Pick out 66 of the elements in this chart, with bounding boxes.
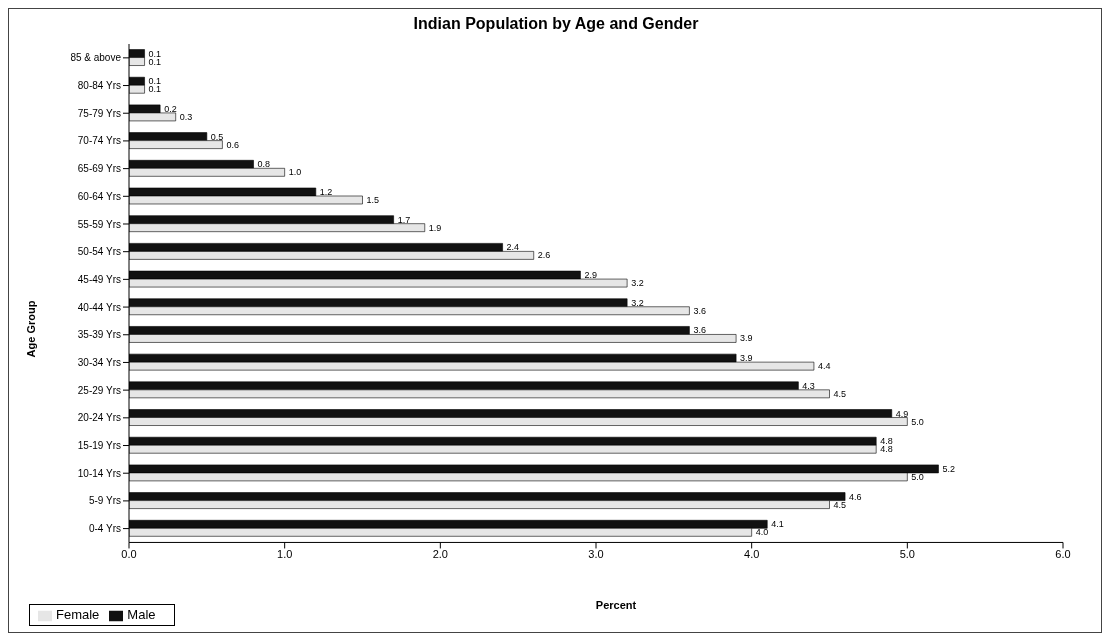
data-label: 1.0 — [288, 167, 302, 178]
data-label: 0.1 — [148, 56, 162, 67]
data-label: 4.4 — [817, 361, 831, 372]
x-tick-label: 4.0 — [744, 548, 760, 561]
y-tick-label: 0-4 Yrs — [88, 523, 121, 535]
data-label: 4.8 — [880, 436, 893, 447]
data-label: 0.6 — [226, 139, 239, 150]
y-tick-label: 50-54 Yrs — [77, 246, 121, 258]
data-label: 2.6 — [537, 250, 551, 261]
y-tick-label: 40-44 Yrs — [77, 301, 121, 313]
y-tick-label: 5-9 Yrs — [88, 495, 121, 507]
data-label: 1.9 — [428, 222, 442, 233]
data-label: 3.2 — [631, 278, 644, 289]
data-label: 2.9 — [584, 270, 597, 281]
data-label: 1.2 — [319, 186, 333, 197]
data-label: 0.2 — [164, 103, 177, 114]
data-label: 0.1 — [148, 48, 162, 59]
x-tick-label: 6.0 — [1055, 548, 1071, 561]
data-label: 0.5 — [210, 131, 224, 142]
y-tick-label: 10-14 Yrs — [77, 467, 121, 479]
legend-label: Female — [56, 607, 100, 623]
data-label: 3.6 — [693, 325, 706, 336]
y-tick-label: 15-19 Yrs — [77, 440, 121, 452]
data-label: 3.9 — [740, 353, 753, 364]
y-tick-label: 65-69 Yrs — [77, 163, 121, 175]
data-label: 5.2 — [942, 463, 955, 474]
y-tick-label: 85 & above — [70, 52, 122, 64]
data-label: 4.9 — [895, 408, 909, 419]
data-label: 0.1 — [148, 76, 162, 87]
data-label: 0.1 — [148, 84, 162, 95]
y-tick-label: 20-24 Yrs — [77, 412, 121, 424]
data-label: 5.0 — [911, 416, 924, 427]
data-label: 4.8 — [880, 444, 893, 455]
data-label: 4.6 — [849, 491, 862, 502]
x-tick-label: 2.0 — [432, 548, 448, 561]
data-label: 3.6 — [693, 305, 706, 316]
y-tick-label: 70-74 Yrs — [77, 135, 121, 147]
y-tick-label: 25-29 Yrs — [77, 384, 121, 396]
y-tick-label: 35-39 Yrs — [77, 329, 121, 341]
data-label: 4.3 — [802, 380, 815, 391]
data-label: 0.3 — [179, 111, 193, 122]
data-label: 4.1 — [771, 519, 784, 530]
data-label: 1.5 — [366, 194, 380, 205]
x-axis-title: Percent — [595, 599, 637, 611]
x-tick-label: 1.0 — [277, 548, 293, 561]
x-tick-label: 0.0 — [121, 548, 137, 561]
y-tick-label: 30-34 Yrs — [77, 357, 121, 368]
data-label: 4.5 — [833, 499, 847, 510]
chart-title: Indian Population by Age and Gender — [412, 15, 700, 33]
data-label: 2.4 — [506, 242, 520, 253]
y-tick-label: 75-79 Yrs — [77, 107, 121, 119]
y-tick-label: 80-84 Yrs — [77, 80, 121, 92]
data-label: 4.0 — [755, 527, 769, 538]
data-label: 4.5 — [833, 388, 847, 399]
y-tick-label: 45-49 Yrs — [77, 273, 121, 285]
data-label: 3.2 — [631, 297, 644, 308]
y-tick-label: 60-64 Yrs — [77, 190, 121, 202]
x-tick-label: 3.0 — [588, 548, 604, 561]
data-label: 3.9 — [740, 333, 753, 344]
data-label: 5.0 — [911, 471, 924, 482]
x-tick-label: 5.0 — [899, 548, 915, 561]
y-axis-title: Age Group — [25, 300, 37, 358]
data-label: 0.8 — [257, 159, 271, 170]
legend-label: Male — [127, 607, 156, 623]
data-label: 1.7 — [397, 214, 411, 225]
y-tick-label: 55-59 Yrs — [77, 218, 121, 230]
